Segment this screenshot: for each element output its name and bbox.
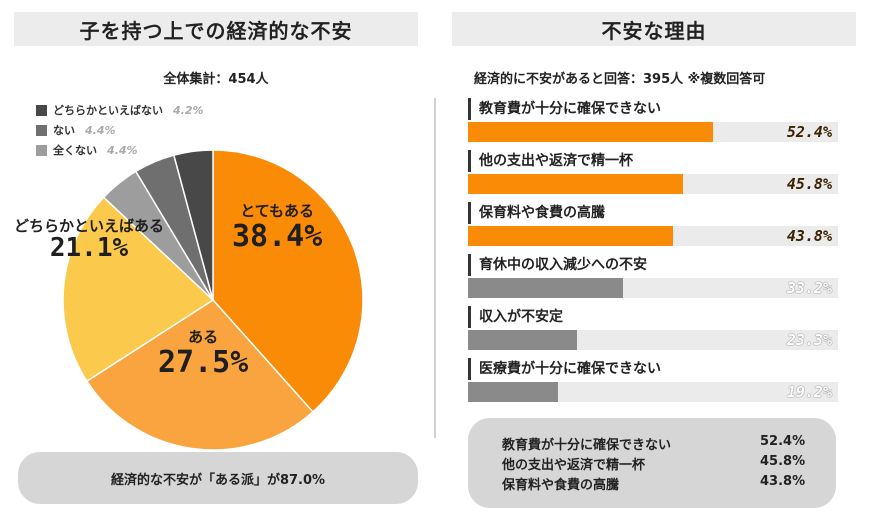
summary-row-label: 教育費が十分に確保できない xyxy=(502,438,672,453)
legend-value: 4.2% xyxy=(173,103,204,117)
legend-label: 全くない xyxy=(53,144,97,157)
bar-category-label: 保育料や食費の高騰 xyxy=(468,202,836,224)
summary-pill: 経済的な不安が「ある派」が87.0% xyxy=(18,452,418,504)
pie-slice-somewhat xyxy=(62,196,215,383)
summary-row-label: 保育料や食費の高騰 xyxy=(502,478,620,493)
bar-fill xyxy=(468,382,558,402)
bar-value-label: 33.2% xyxy=(786,279,832,297)
panel-divider xyxy=(434,98,436,438)
legend-value: 4.4% xyxy=(85,123,116,137)
bar-education: 教育費が十分に確保できない 52.4% xyxy=(468,98,838,144)
bar-category-label: 他の支出や返済で精一杯 xyxy=(468,150,836,172)
bar-value-label: 45.8% xyxy=(786,175,832,193)
legend-label: ない xyxy=(53,124,75,137)
pie-chart xyxy=(62,149,364,450)
bar-unstable-income: 収入が不安定 23.3% xyxy=(468,306,838,352)
bar-category-label: 医療費が十分に確保できない xyxy=(468,358,836,380)
slice-name: とてもある xyxy=(240,202,315,220)
legend-item-not-at-all: 全くない 4.4% xyxy=(36,142,138,158)
pie-slice-somewhat-no xyxy=(172,149,214,301)
bar-childcare-food: 保育料や食費の高騰 43.8% xyxy=(468,202,838,248)
summary-row-value: 52.4% xyxy=(760,434,806,449)
bar-value-label: 43.8% xyxy=(786,227,832,245)
legend-swatch xyxy=(36,144,47,156)
slice-label-some: ある 27.5% xyxy=(158,326,248,379)
bar-track: 43.8% xyxy=(468,226,838,246)
reasons-subtitle: 経済的に不安があると回答：395人 ※複数回答可 xyxy=(474,72,766,87)
bar-track: 23.3% xyxy=(468,330,838,350)
summary-row-label: 他の支出や返済で精一杯 xyxy=(502,458,646,473)
slice-value: 38.4% xyxy=(232,219,323,254)
bar-other-expenses: 他の支出や返済で精一杯 45.8% xyxy=(468,150,838,196)
slice-value: 21.1% xyxy=(49,233,129,264)
bar-category-label: 育休中の収入減少への不安 xyxy=(468,254,836,276)
bar-track: 33.2% xyxy=(468,278,838,298)
legend-item-no: ない 4.4% xyxy=(36,122,116,138)
legend-value: 4.4% xyxy=(107,143,138,157)
summary-text: 経済的な不安が「ある派」が87.0% xyxy=(110,472,326,488)
bar-medical: 医療費が十分に確保できない 19.2% xyxy=(468,358,838,404)
bar-value-label: 19.2% xyxy=(786,383,832,401)
bar-track: 52.4% xyxy=(468,122,838,142)
bar-track: 19.2% xyxy=(468,382,838,402)
bar-track: 45.8% xyxy=(468,174,838,194)
slice-label-very: とてもある 38.4% xyxy=(232,200,322,253)
reasons-summary-pill: 教育費が十分に確保できない 52.4% 他の支出や返済で精一杯 45.8% 保育… xyxy=(468,418,836,508)
summary-row-value: 43.8% xyxy=(760,474,806,489)
legend-item-somewhat-no: どちらかといえばない 4.2% xyxy=(36,102,204,118)
total-respondents: 全体集計：454人 xyxy=(163,72,269,87)
bar-fill xyxy=(468,226,673,246)
legend-label: どちらかといえばない xyxy=(53,104,163,117)
legend-swatch xyxy=(36,104,47,116)
bar-fill xyxy=(468,278,623,298)
slice-value: 27.5% xyxy=(158,345,249,380)
bar-fill xyxy=(468,174,683,194)
bar-fill xyxy=(468,122,713,142)
slice-label-somewhat: どちらかといえばある 21.1% xyxy=(14,217,165,264)
left-panel-title: 子を持つ上での経済的な不安 xyxy=(14,12,418,46)
bar-value-label: 23.3% xyxy=(786,331,832,349)
bar-category-label: 教育費が十分に確保できない xyxy=(468,98,836,120)
summary-row-value: 45.8% xyxy=(760,454,806,469)
bar-value-label: 52.4% xyxy=(786,123,832,141)
slice-name: どちらかといえばある xyxy=(14,217,165,235)
right-panel-title: 不安な理由 xyxy=(452,12,856,46)
pie-slice-some xyxy=(85,299,314,450)
pie-slice-very xyxy=(212,149,364,413)
legend-swatch xyxy=(36,124,47,136)
bar-parental-leave: 育休中の収入減少への不安 33.2% xyxy=(468,254,838,300)
bar-category-label: 収入が不安定 xyxy=(468,306,836,328)
slice-name: ある xyxy=(188,328,219,346)
bar-fill xyxy=(468,330,577,350)
